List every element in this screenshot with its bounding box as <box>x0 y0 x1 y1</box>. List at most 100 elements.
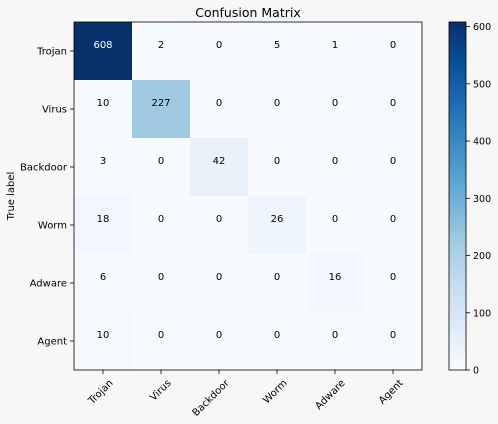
heatmap-cells <box>73 21 423 371</box>
cell-value-label: 0 <box>390 156 396 167</box>
heatmap-cell <box>306 254 365 313</box>
cell-value-label: 0 <box>390 330 396 341</box>
heatmap-cell <box>248 254 307 313</box>
heatmap-cell <box>74 138 133 197</box>
heatmap-cell <box>74 196 133 255</box>
heatmap-cell <box>132 80 191 139</box>
cell-value-label: 0 <box>274 156 280 167</box>
heatmap-cell <box>364 80 423 139</box>
heatmap-cell <box>74 254 133 313</box>
cell-value-label: 10 <box>97 330 110 341</box>
x-tick-label: Backdoor <box>191 377 233 419</box>
heatmap-cell <box>248 196 307 255</box>
heatmap-cell <box>132 254 191 313</box>
cell-value-label: 0 <box>332 330 338 341</box>
cell-value-label: 42 <box>213 156 226 167</box>
cell-value-label: 0 <box>216 272 222 283</box>
cell-value-labels: 608 2 0 5 1 010 227 0 0 0 03 0 42 0 0 018 0 0 26 0 06 0 0 0 16 01… <box>93 40 396 341</box>
cell-value-label: 10 <box>97 98 110 109</box>
cell-value-label: 608 <box>93 40 112 51</box>
cell-value-label: 0 <box>274 330 280 341</box>
heatmap-cell <box>306 80 365 139</box>
heatmap-cell <box>74 312 133 371</box>
y-tick-label: Agent <box>37 337 67 348</box>
cell-value-label: 0 <box>158 214 164 225</box>
cell-value-label: 0 <box>390 40 396 51</box>
heatmap-cell <box>364 138 423 197</box>
heatmap-cell <box>74 80 133 139</box>
colorbar: 0 100 200 300 400 500 600 <box>448 21 491 377</box>
heatmap-cell <box>364 254 423 313</box>
heatmap-cell <box>248 312 307 371</box>
colorbar-tick-label: 500 <box>473 79 491 90</box>
x-tick-labels: Trojan Virus Backdoor Worm Adware Agent <box>86 370 406 419</box>
cell-value-label: 0 <box>274 98 280 109</box>
cell-value-label: 0 <box>332 156 338 167</box>
heatmap-cell <box>364 312 423 371</box>
cell-value-label: 0 <box>274 272 280 283</box>
cell-value-label: 0 <box>390 272 396 283</box>
y-axis-label: True label <box>6 172 17 222</box>
heatmap-cell <box>132 138 191 197</box>
y-tick-label: Adware <box>30 279 67 290</box>
cell-value-label: 0 <box>216 214 222 225</box>
plot-frame <box>73 21 423 371</box>
x-tick-label: Virus <box>148 378 174 404</box>
heatmap-cell <box>306 138 365 197</box>
cell-value-label: 1 <box>332 40 338 51</box>
heatmap-cell <box>190 138 249 197</box>
heatmap-cell <box>364 22 423 81</box>
heatmap-cell <box>248 138 307 197</box>
cell-value-label: 0 <box>390 98 396 109</box>
heatmap-cell <box>132 22 191 81</box>
cell-value-label: 3 <box>100 156 106 167</box>
cell-value-label: 0 <box>158 272 164 283</box>
cell-value-label: 227 <box>151 98 170 109</box>
colorbar-tick-label: 200 <box>473 251 491 262</box>
cell-value-label: 18 <box>97 214 110 225</box>
heatmap-cell <box>190 80 249 139</box>
heatmap-cell <box>364 196 423 255</box>
colorbar-tick-label: 600 <box>473 22 491 33</box>
cell-value-label: 5 <box>274 40 280 51</box>
cell-value-label: 0 <box>216 40 222 51</box>
colorbar-tick-label: 0 <box>473 366 479 377</box>
cell-value-label: 0 <box>390 214 396 225</box>
colorbar-tick-label: 400 <box>473 137 491 148</box>
cell-value-label: 2 <box>158 40 164 51</box>
heatmap-cell <box>190 254 249 313</box>
cell-value-label: 0 <box>216 98 222 109</box>
heatmap-cell <box>248 22 307 81</box>
y-tick-label: Virus <box>42 105 67 116</box>
y-tick-label: Trojan <box>36 47 67 58</box>
cell-value-label: 0 <box>216 330 222 341</box>
x-tick-label: Trojan <box>86 378 116 408</box>
cell-value-label: 0 <box>332 214 338 225</box>
cell-value-label: 0 <box>158 330 164 341</box>
x-tick-label: Worm <box>261 378 289 406</box>
heatmap-cell <box>306 22 365 81</box>
colorbar-gradient <box>448 21 467 371</box>
cell-value-label: 0 <box>158 156 164 167</box>
heatmap-cell <box>132 312 191 371</box>
colorbar-tick-label: 100 <box>473 308 491 319</box>
y-tick-label: Backdoor <box>20 163 68 174</box>
heatmap-cell <box>248 80 307 139</box>
cell-value-label: 0 <box>332 98 338 109</box>
heatmap-cell <box>132 196 191 255</box>
heatmap-cell <box>306 196 365 255</box>
cell-value-label: 16 <box>329 272 342 283</box>
chart-title: Confusion Matrix <box>195 5 301 20</box>
heatmap-cell <box>190 22 249 81</box>
cell-value-label: 26 <box>271 214 284 225</box>
x-tick-label: Agent <box>377 378 406 407</box>
colorbar-tick-label: 300 <box>473 194 491 205</box>
heatmap-cell <box>306 312 365 371</box>
heatmap-cell <box>190 312 249 371</box>
cell-value-label: 6 <box>100 272 106 283</box>
y-tick-label: Worm <box>38 221 67 232</box>
heatmap-cell <box>74 22 133 81</box>
y-tick-labels: Trojan Virus Backdoor Worm Adware Agent <box>20 47 74 348</box>
